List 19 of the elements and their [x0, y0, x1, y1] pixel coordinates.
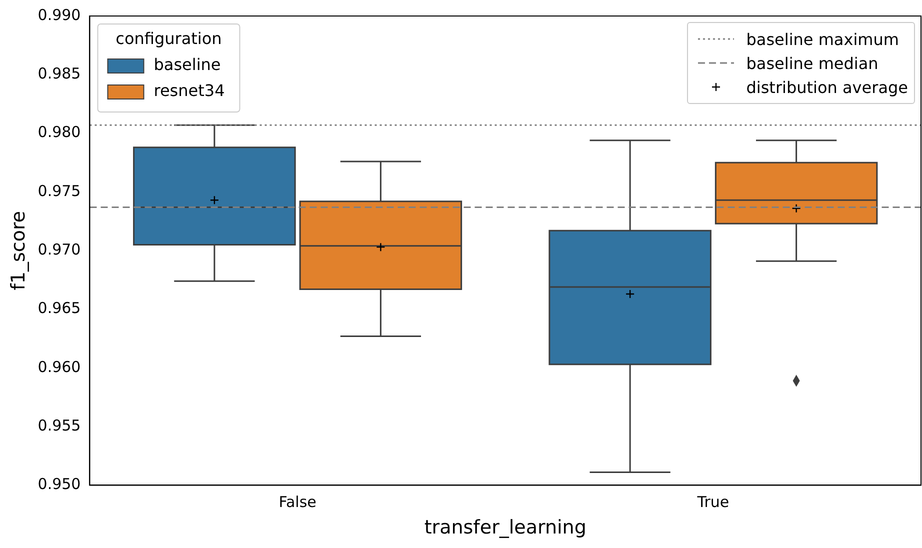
y-tick-label: 0.990	[38, 6, 81, 24]
legend-label: resnet34	[154, 81, 225, 100]
y-tick-label: 0.975	[38, 182, 81, 200]
y-tick-label: 0.955	[38, 416, 81, 434]
y-axis-title: f1_score	[7, 210, 30, 290]
annotation: distribution average	[746, 78, 908, 96]
legend-label: baseline median	[746, 54, 878, 72]
y-tick-label: 0.985	[38, 64, 81, 83]
y-tick-label: 0.950	[38, 475, 81, 494]
legend-label: baseline maximum	[746, 30, 899, 48]
legend-label: baseline	[154, 55, 221, 74]
x-tick-label: False	[278, 493, 316, 512]
y-tick-label: 0.965	[38, 299, 81, 318]
x-axis-title: transfer_learning	[424, 516, 586, 539]
y-tick-label: 0.960	[38, 358, 81, 376]
y-tick-label: 0.970	[38, 240, 81, 258]
y-tick-label: 0.980	[38, 123, 81, 142]
x-tick-label: True	[696, 493, 730, 512]
legend-title: configuration	[116, 29, 222, 48]
